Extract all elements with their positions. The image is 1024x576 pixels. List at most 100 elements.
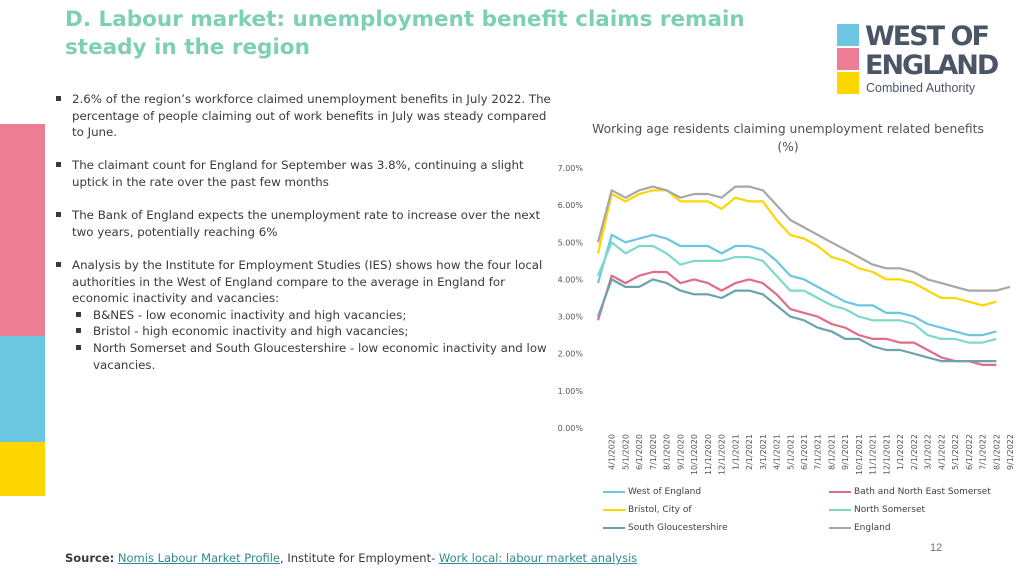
x-tick-label: 4/1/2022 [937,434,946,470]
y-tick-label: 0.00% [558,424,584,433]
x-tick-label: 3/1/2022 [924,434,933,470]
y-tick-label: 3.00% [558,313,584,322]
x-tick-label: 4/1/2020 [608,434,617,470]
x-tick-label: 9/1/2021 [841,434,850,470]
legend-swatch [829,508,851,511]
x-tick-label: 8/1/2021 [827,434,836,470]
y-tick-label: 5.00% [558,238,584,247]
sub-bullet-marker [76,328,81,334]
legend-item: Bath and North East Somerset [829,483,991,501]
x-tick-label: 7/1/2020 [649,434,658,470]
sub-bullet-item: North Somerset and South Gloucestershire… [55,340,555,373]
legend-item: North Somerset [829,501,925,519]
bullet-marker [56,261,61,267]
legend-swatch [829,526,851,529]
sub-bullet-item: B&NES - low economic inactivity and high… [55,307,555,324]
legend-label: West of England [628,487,702,497]
x-tick-label: 5/1/2022 [951,434,960,470]
x-tick-label: 1/1/2021 [731,434,740,470]
y-tick-label: 1.00% [558,387,584,396]
bullet-marker [56,162,61,168]
logo-text-line3: Combined Authority [866,81,976,95]
x-tick-label: 11/1/2020 [704,434,713,475]
legend-swatch [603,526,625,529]
source-note: Source: Nomis Labour Market Profile, Ins… [65,551,637,565]
sub-bullet-marker [76,311,81,317]
bullet-text: Analysis by the Institute for Employment… [72,257,543,306]
bullet-text: The claimant count for England for Septe… [72,158,524,189]
sub-bullet-list: B&NES - low economic inactivity and high… [55,307,555,373]
x-tick-label: 2/1/2021 [745,434,754,470]
slide-title: D. Labour market: unemployment benefit c… [65,7,745,60]
x-tick-label: 8/1/2020 [663,434,672,470]
source-label: Source: [65,551,115,565]
x-tick-label: 12/1/2021 [882,434,891,475]
legend-label: South Gloucestershire [628,523,728,533]
series-line-west-of-england [596,233,997,337]
west-of-england-logo: WEST OF ENGLAND Combined Authority [837,22,1007,100]
sub-bullet-text: North Somerset and South Gloucestershire… [93,340,547,372]
bullet-item: 2.6% of the region’s workforce claimed u… [55,91,555,141]
x-tick-label: 6/1/2022 [965,434,974,470]
chart-legend: West of England Bath and North East Somer… [603,483,1013,537]
x-tick-label: 7/1/2022 [979,434,988,470]
series-line-bath-and-north-east-somerset [596,270,997,366]
series-line-england [596,185,1011,292]
x-tick-label: 6/1/2021 [800,434,809,470]
x-tick-label: 5/1/2021 [786,434,795,470]
legend-item: South Gloucestershire [603,519,728,537]
x-tick-label: 3/1/2021 [759,434,768,470]
nomis-link[interactable]: Nomis Labour Market Profile [117,551,281,565]
legend-swatch [603,490,625,493]
bullet-item: The Bank of England expects the unemploy… [55,207,555,240]
bullet-list: 2.6% of the region’s workforce claimed u… [55,91,555,390]
x-tick-label: 6/1/2020 [635,434,644,470]
accent-bar-pink [0,124,45,336]
x-tick-label: 1/1/2022 [896,434,905,470]
logo-text-line1: WEST OF [865,21,990,52]
y-tick-label: 2.00% [558,350,584,359]
chart-title: Working age residents claiming unemploym… [592,122,984,154]
sub-bullet-text: Bristol - high economic inactivity and h… [93,324,409,339]
x-tick-label: 2/1/2022 [910,434,919,470]
sub-bullet-item: Bristol - high economic inactivity and h… [55,323,555,340]
source-middle-text: , Institute for Employment- [280,551,439,565]
legend-label: North Somerset [854,505,926,515]
x-tick-label: 11/1/2021 [869,434,878,475]
y-tick-label: 4.00% [558,275,584,284]
accent-bar-blue [0,336,45,442]
x-tick-label: 9/1/2022 [1006,434,1015,470]
y-tick-label: 7.00% [558,164,584,173]
x-tick-label: 5/1/2020 [621,434,630,470]
legend-swatch [829,490,851,493]
bullet-marker [56,96,61,101]
sub-bullet-text: B&NES - low economic inactivity and high… [93,307,407,322]
bullet-text: The Bank of England expects the unemploy… [72,208,541,239]
bullet-item: Analysis by the Institute for Employment… [55,257,555,373]
bullet-item: The claimant count for England for Septe… [55,157,555,190]
logo-square-blue [837,24,859,46]
legend-item: England [829,519,891,537]
x-tick-label: 10/1/2021 [855,434,864,475]
x-tick-label: 7/1/2021 [814,434,823,470]
page-number: 12 [930,542,943,554]
bullet-text: 2.6% of the region’s workforce claimed u… [72,92,551,140]
x-tick-label: 12/1/2020 [718,434,727,475]
series-line-south-gloucestershire [596,278,997,363]
line-chart: 0.00% 1.00% 2.00% 3.00% 4.00% 5.00% 6.00% 7.00%… [558,164,1015,475]
legend-label: Bath and North East Somerset [854,487,991,497]
legend-item: West of England [603,483,701,501]
legend-swatch [603,508,625,511]
bullet-marker [56,212,61,218]
work-local-link[interactable]: Work local: labour market analysis [438,551,638,565]
logo-text-line2: ENGLAND [865,50,999,81]
sub-bullet-marker [76,344,81,350]
x-tick-label: 10/1/2020 [690,434,699,475]
series-line-north-somerset [596,241,997,344]
y-tick-label: 6.00% [558,201,584,210]
logo-square-yellow [837,72,859,94]
legend-label: England [854,523,891,533]
legend-item: Bristol, City of [603,501,692,519]
x-tick-label: 4/1/2021 [773,434,782,470]
accent-bar-yellow [0,442,45,496]
